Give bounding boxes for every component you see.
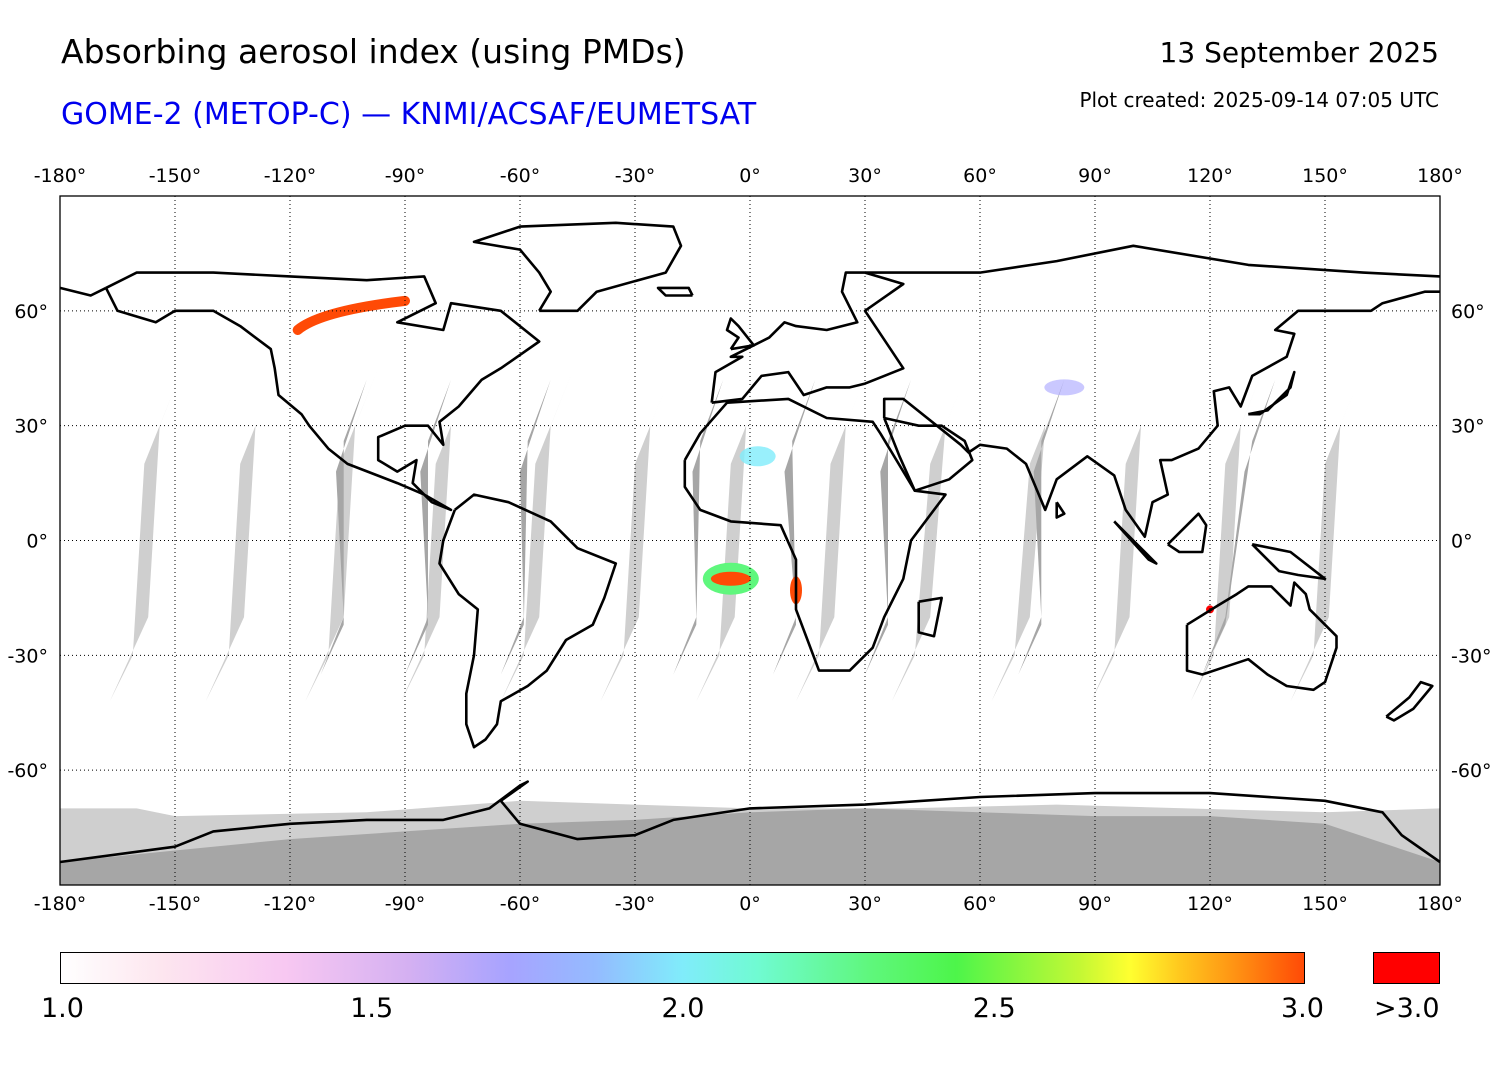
colorbar-overflow-label: >3.0: [1374, 993, 1440, 1024]
dust-plume-sahara: [739, 446, 776, 467]
coastline: [882, 416, 974, 493]
colorbar-gradient: [60, 952, 1305, 984]
coastline: [683, 397, 947, 672]
lon-tick-label-top: -180°: [34, 165, 87, 187]
coastline: [882, 290, 1440, 539]
colorbar-tick-label: 1.0: [41, 993, 84, 1024]
swath-gap-dark: [1018, 379, 1065, 675]
lat-tick-label-left: -60°: [7, 760, 48, 782]
coastline: [1251, 543, 1327, 581]
coastline: [1055, 501, 1066, 519]
lat-tick-label-right: 0°: [1451, 531, 1473, 553]
colorbar-overflow-swatch: [1373, 952, 1440, 984]
map-frame: [59, 195, 1441, 886]
lat-tick-label-right: 60°: [1451, 301, 1485, 323]
swath-gap: [696, 368, 770, 702]
coastline: [1113, 520, 1158, 565]
coastline: [438, 493, 618, 749]
lon-tick-label-bottom: 180°: [1417, 893, 1463, 915]
smoke-plume-canada: [292, 295, 410, 335]
coastline: [1185, 581, 1338, 692]
coastline: [59, 780, 1441, 864]
swath-gap: [1190, 368, 1264, 702]
lat-tick-label-right: -30°: [1451, 645, 1492, 667]
lon-tick-label-top: 0°: [739, 165, 761, 187]
colorbar-tick-label: 3.0: [1281, 993, 1324, 1024]
swath-gap-dark: [405, 379, 451, 675]
lon-tick-label-top: 30°: [848, 165, 882, 187]
swath-gap: [1290, 368, 1364, 702]
coastlines: [59, 221, 1441, 864]
lon-tick-label-bottom: 60°: [963, 893, 997, 915]
lon-tick-label-bottom: -120°: [264, 893, 317, 915]
swath-gap-dark: [673, 379, 724, 675]
lon-tick-label-top: -120°: [264, 165, 317, 187]
lon-tick-label-bottom: -180°: [34, 893, 87, 915]
coastline: [104, 271, 541, 512]
lon-tick-label-top: -60°: [500, 165, 541, 187]
lon-tick-label-bottom: 90°: [1078, 893, 1112, 915]
lat-tick-label-left: 60°: [14, 301, 48, 323]
coastline: [1248, 370, 1296, 416]
aerosol-plumes: [292, 295, 1214, 614]
lon-tick-label-top: -150°: [149, 165, 202, 187]
lat-tick-label-right: -60°: [1451, 760, 1492, 782]
swath-gap-dark: [865, 379, 911, 675]
lon-tick-label-bottom: 0°: [739, 893, 761, 915]
lat-tick-label-right: 30°: [1451, 416, 1485, 438]
lon-tick-label-bottom: -150°: [149, 893, 202, 915]
axis-tick-labels: -180° -180° -150° -150° -120° -120° -90° -90° -6…: [7, 165, 1491, 915]
swath-gap: [991, 368, 1069, 702]
coastline: [725, 317, 756, 351]
lon-tick-label-top: 90°: [1078, 165, 1112, 187]
coastline: [1385, 680, 1434, 722]
swath-gap: [891, 368, 969, 702]
swath-gap-dark: [773, 379, 816, 675]
lon-tick-label-top: 150°: [1302, 165, 1348, 187]
lon-tick-label-bottom: -30°: [615, 893, 656, 915]
coastline: [1166, 512, 1208, 554]
swath-gap: [109, 368, 183, 702]
lon-tick-label-bottom: -90°: [385, 893, 426, 915]
colorbar-tick-label: 1.5: [350, 993, 394, 1024]
page-title: Absorbing aerosol index (using PMDs): [61, 32, 686, 71]
aerosol-plume-asia: [1044, 379, 1085, 396]
lon-tick-label-bottom: -60°: [500, 893, 541, 915]
swath-gap: [500, 368, 574, 702]
swath-gaps: [109, 368, 1364, 702]
coastline: [59, 286, 107, 297]
coastline: [656, 286, 694, 297]
lon-tick-label-top: 60°: [963, 165, 997, 187]
colorbar-tick-label: 2.0: [661, 993, 705, 1024]
coastline: [472, 221, 683, 313]
colorbar-tick-label: 2.5: [972, 993, 1016, 1024]
lat-tick-label-left: 30°: [14, 416, 48, 438]
observation-date: 13 September 2025: [1159, 36, 1439, 69]
polar-dark: [60, 808, 1440, 885]
coastline: [917, 596, 944, 638]
lon-tick-label-top: -90°: [385, 165, 426, 187]
lat-tick-label-left: -30°: [7, 645, 48, 667]
swath-gap: [401, 368, 474, 702]
swath-gap: [600, 368, 674, 702]
world-map: -180° -180° -150° -150° -120° -120° -90° -90° -6…: [7, 165, 1491, 915]
swath-gap: [796, 368, 869, 702]
graticule: [60, 196, 1440, 885]
swath-gap-dark: [500, 379, 551, 675]
lat-tick-label-left: 0°: [26, 531, 48, 553]
plot-created-timestamp: Plot created: 2025-09-14 07:05 UTC: [1079, 88, 1439, 112]
swath-gap: [205, 368, 279, 702]
swath-gap-dark: [1202, 379, 1276, 675]
antarctic-no-data: [60, 800, 1440, 885]
lon-tick-label-bottom: 150°: [1302, 893, 1348, 915]
swath-gap-dark: [320, 379, 367, 675]
aerosol-core-atlantic: [710, 571, 751, 586]
lon-tick-label-top: -30°: [615, 165, 656, 187]
lon-tick-label-top: 120°: [1187, 165, 1233, 187]
lon-tick-label-top: 180°: [1417, 165, 1463, 187]
lon-tick-label-bottom: 120°: [1187, 893, 1233, 915]
lon-tick-label-bottom: 30°: [848, 893, 882, 915]
instrument-subtitle: GOME-2 (METOP-C) — KNMI/ACSAF/EUMETSAT: [61, 97, 757, 132]
